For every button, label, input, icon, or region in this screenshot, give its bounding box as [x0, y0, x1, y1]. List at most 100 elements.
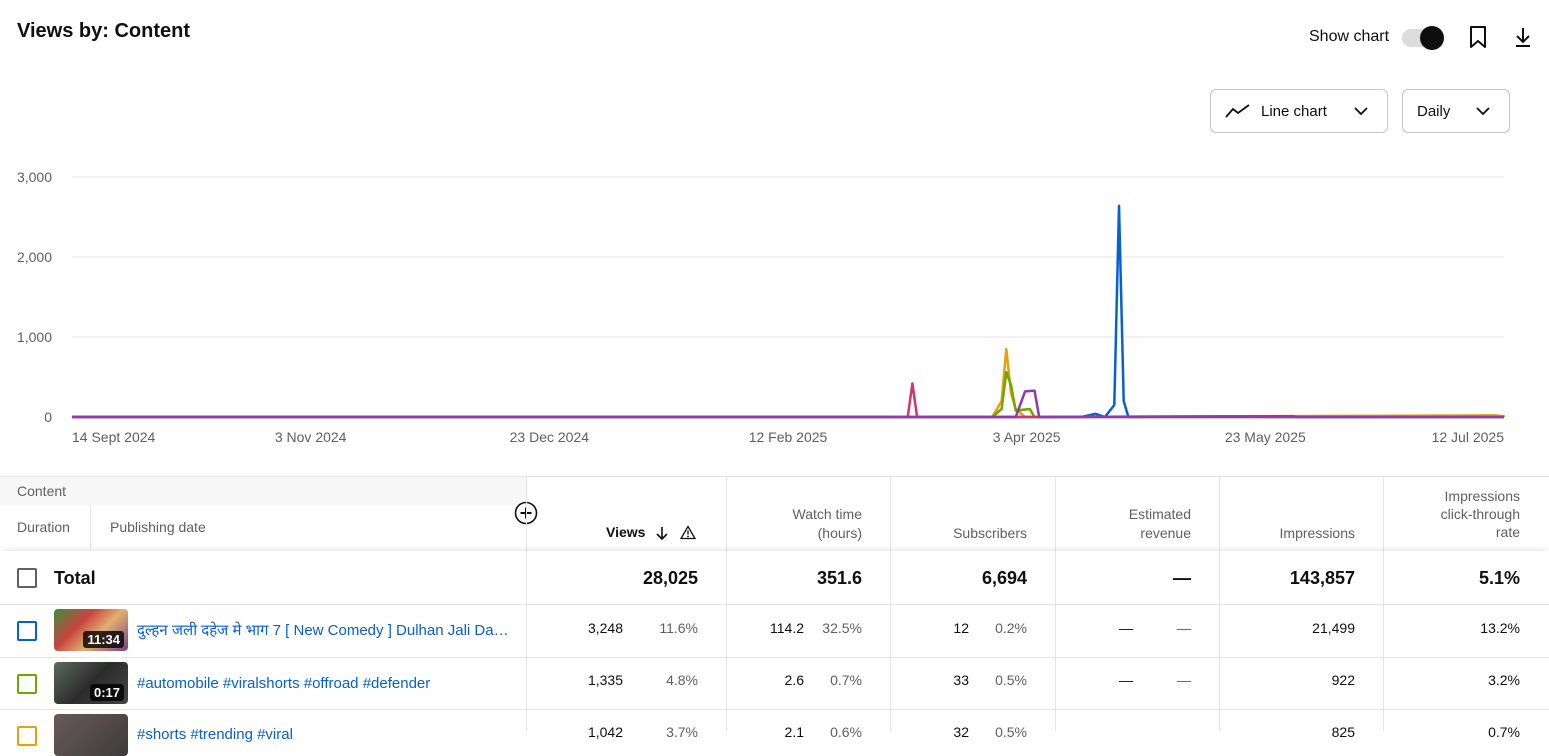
- row-impressions: 825: [1331, 724, 1355, 740]
- content-header-bg: [0, 477, 526, 505]
- video-title-link[interactable]: #shorts #trending #viral: [137, 726, 293, 743]
- revenue-label: Estimated: [1128, 506, 1191, 522]
- x-tick-label: 23 Dec 2024: [510, 429, 590, 445]
- impressions-column-header[interactable]: Impressions: [1279, 525, 1355, 541]
- total-impressions: 143,857: [1289, 568, 1355, 588]
- duration-badge: 0:17: [89, 684, 124, 701]
- row-views-pct: 3.7%: [666, 724, 698, 740]
- download-button[interactable]: [1509, 23, 1537, 51]
- total-label: Total: [54, 568, 96, 588]
- chevron-down-icon: [1476, 107, 1490, 116]
- publishing-date-column-header[interactable]: Publishing date: [110, 519, 206, 535]
- revenue-label-2: revenue: [1140, 525, 1191, 541]
- row-watch-time: 2.6: [784, 672, 804, 688]
- row-subscribers: 33: [953, 672, 969, 688]
- series-line[interactable]: [72, 389, 1504, 419]
- row-watch-pct: 32.5%: [822, 620, 862, 636]
- y-tick-label: 1,000: [17, 329, 52, 345]
- row-watch-time: 114.2: [770, 620, 804, 636]
- row-views-pct: 4.8%: [666, 672, 698, 688]
- series-line[interactable]: [72, 204, 1504, 419]
- series-line[interactable]: [72, 370, 1504, 419]
- watch-time-unit: (hours): [817, 525, 862, 541]
- row-checkbox[interactable]: [17, 674, 37, 694]
- line-chart-icon: [1225, 104, 1250, 118]
- row-watch-pct: 0.6%: [830, 724, 862, 740]
- chart-type-label: Line chart: [1261, 102, 1327, 120]
- page-title: Views by: Content: [17, 20, 190, 42]
- row-ctr: 13.2%: [1480, 620, 1520, 636]
- series-line[interactable]: [72, 347, 1506, 419]
- row-views: 1,042: [587, 724, 623, 740]
- row-revenue: —: [1119, 672, 1133, 688]
- x-tick-label: 3 Apr 2025: [993, 429, 1061, 445]
- row-views: 1,335: [587, 672, 623, 688]
- x-tick-label: 14 Sept 2024: [72, 429, 156, 445]
- row-checkbox[interactable]: [17, 726, 37, 746]
- revenue-column-header[interactable]: Estimated revenue: [1059, 505, 1191, 542]
- row-views: 3,248: [587, 620, 623, 636]
- watch-time-label: Watch time: [792, 506, 863, 522]
- show-chart-label: Show chart: [1309, 28, 1390, 45]
- ctr-label-1: Impressions: [1444, 488, 1520, 504]
- video-thumbnail[interactable]: [54, 714, 128, 756]
- total-watch-time: 351.6: [816, 568, 862, 588]
- download-icon: [1516, 28, 1530, 47]
- row-divider: [0, 657, 1549, 658]
- y-tick-label: 2,000: [17, 249, 52, 265]
- table-top-border: [0, 476, 1549, 477]
- row-impressions: 21,499: [1312, 620, 1355, 636]
- row-checkbox[interactable]: [17, 621, 37, 641]
- toggle-knob: [1420, 26, 1444, 50]
- x-tick-label: 23 May 2025: [1225, 429, 1306, 445]
- video-title-link[interactable]: #automobile #viralshorts #offroad #defen…: [137, 675, 431, 692]
- views-line-chart: 3,000 2,000 1,000 0 14 Sept 2024 3 Nov 2024 23…: [17, 169, 1506, 445]
- bookmark-button[interactable]: [1464, 23, 1492, 51]
- x-tick-label: 3 Nov 2024: [275, 429, 347, 445]
- total-checkbox[interactable]: [17, 568, 37, 588]
- watch-time-column-header[interactable]: Watch time (hours): [730, 505, 863, 542]
- ctr-column-header[interactable]: Impressions click-through rate: [1388, 487, 1520, 541]
- y-tick-label: 0: [44, 409, 52, 425]
- total-revenue: —: [1173, 568, 1191, 588]
- row-revenue-pct: —: [1177, 672, 1191, 688]
- row-subscribers: 32: [953, 724, 969, 740]
- ctr-label-2: click-through: [1440, 506, 1520, 522]
- row-revenue: —: [1119, 620, 1133, 636]
- subscribers-column-header[interactable]: Subscribers: [953, 525, 1027, 541]
- row-ctr: 3.2%: [1488, 672, 1520, 688]
- header-divider: [90, 505, 91, 550]
- row-ctr: 0.7%: [1488, 724, 1520, 740]
- row-subs-pct: 0.2%: [995, 620, 1027, 636]
- video-title-link[interactable]: दुल्हन जली दहेज मे भाग 7 [ New Comedy ] …: [137, 622, 512, 639]
- row-views-pct: 11.6%: [659, 620, 698, 636]
- row-divider: [0, 709, 1549, 710]
- row-subs-pct: 0.5%: [995, 724, 1027, 740]
- video-thumbnail[interactable]: 11:34: [54, 609, 128, 651]
- total-ctr: 5.1%: [1478, 568, 1520, 588]
- content-column-header: Content: [17, 483, 67, 499]
- bookmark-icon: [1470, 26, 1486, 48]
- row-watch-pct: 0.7%: [830, 672, 862, 688]
- total-views: 28,025: [642, 568, 698, 588]
- ctr-label-3: rate: [1495, 524, 1520, 540]
- show-chart-toggle[interactable]: [1402, 26, 1444, 50]
- row-subs-pct: 0.5%: [995, 672, 1027, 688]
- duration-badge: 11:34: [83, 631, 124, 648]
- row-impressions: 922: [1331, 672, 1355, 688]
- video-thumbnail[interactable]: 0:17: [54, 662, 128, 704]
- duration-column-header[interactable]: Duration: [17, 519, 70, 535]
- views-column-header[interactable]: Views: [606, 524, 646, 540]
- x-tick-label: 12 Feb 2025: [749, 429, 828, 445]
- granularity-select[interactable]: Daily: [1402, 89, 1510, 133]
- warning-icon[interactable]: [680, 525, 696, 540]
- chevron-down-icon: [1354, 107, 1368, 116]
- row-revenue-pct: —: [1177, 620, 1191, 636]
- chart-type-select[interactable]: Line chart: [1210, 89, 1388, 133]
- row-watch-time: 2.1: [784, 724, 804, 740]
- row-divider: [0, 604, 1549, 605]
- row-subscribers: 12: [953, 620, 969, 636]
- series-line[interactable]: [72, 382, 1504, 419]
- sort-descending-icon[interactable]: [655, 525, 669, 541]
- granularity-label: Daily: [1417, 102, 1451, 120]
